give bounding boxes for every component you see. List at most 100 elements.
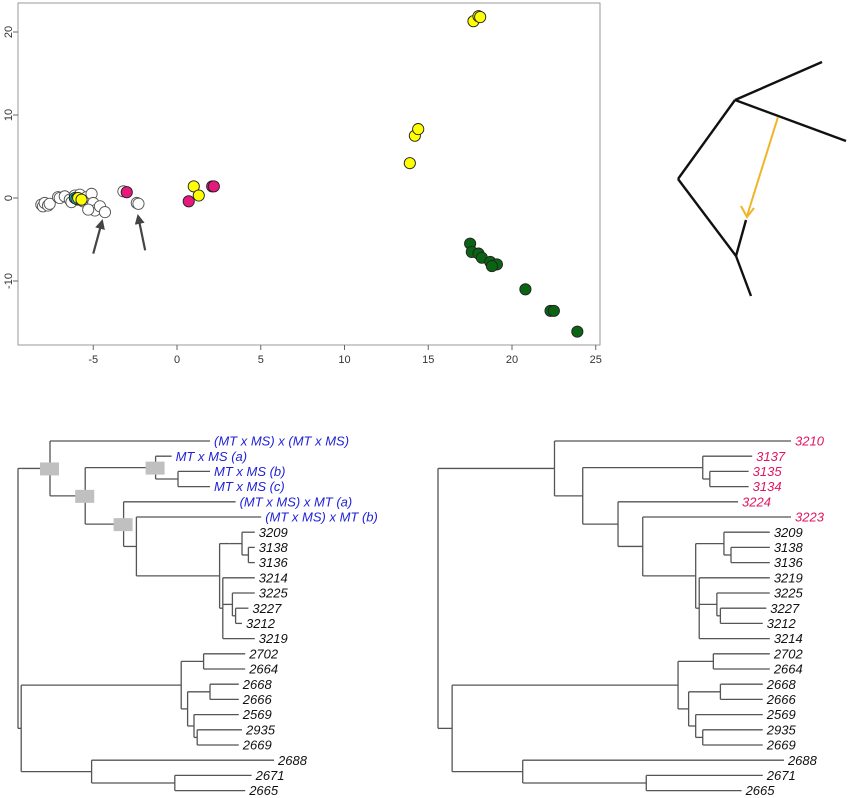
leaf-label: 3137 (756, 449, 786, 464)
leaf-label: 2688 (277, 753, 308, 768)
leaf-label: 3223 (795, 510, 825, 525)
diagram-segment-right (734, 98, 847, 143)
y-tick-label: 0 (3, 195, 15, 201)
diagram-arrow-shaft (746, 116, 779, 217)
diagram-segment-left-lower (677, 178, 737, 257)
leaf-label: 2935 (245, 722, 276, 737)
point-yellow (75, 193, 88, 206)
leaf-label: 3224 (742, 494, 771, 509)
annotations-layer (92, 214, 147, 254)
leaf-label: 2668 (766, 677, 797, 692)
points-layer (35, 10, 584, 338)
x-axis: -5 0 5 10 15 20 25 (88, 345, 602, 366)
leaf-label: (MT x MS) x MT (a) (240, 494, 353, 509)
x-tick-label: -5 (88, 354, 98, 366)
leaf-label: 3210 (795, 434, 825, 449)
x-tick-label: 0 (174, 354, 180, 366)
diagram-segment-upper-right (734, 60, 823, 102)
node-marker (75, 489, 95, 503)
point-green (547, 304, 560, 317)
leaf-label: 2666 (766, 692, 797, 707)
leaf-label: 2669 (242, 738, 272, 753)
leaf-label: 2702 (248, 646, 279, 661)
leaf-label: 2702 (773, 646, 804, 661)
leaf-label: 2569 (766, 707, 796, 722)
leaf-label: 2664 (248, 662, 278, 677)
y-tick-label: -10 (3, 273, 15, 289)
leaf-label: (MT x MS) x MT (b) (265, 510, 378, 525)
leaf-label: 3138 (774, 540, 804, 555)
diagram-segment-left-upper (677, 99, 736, 180)
leaf-label: 2664 (773, 662, 803, 677)
leaf-label: 3134 (753, 479, 782, 494)
point-yellow (474, 11, 487, 24)
leaf-label: 3136 (774, 555, 804, 570)
leaf-label: 2666 (242, 692, 273, 707)
leaf-label: 3219 (774, 570, 803, 585)
leaf-label: 3219 (259, 631, 288, 646)
leaf-label: 3136 (259, 555, 289, 570)
leaf-label: 3212 (767, 616, 797, 631)
leaf-label: 3209 (259, 525, 288, 540)
leaf-label: 3209 (774, 525, 803, 540)
point-yellow (403, 157, 416, 170)
diagram-segment-inner (734, 219, 748, 257)
leaf-label: 3135 (753, 464, 783, 479)
leaf-label: 2935 (766, 722, 797, 737)
leaf-label: 3138 (259, 540, 289, 555)
point-magenta (207, 180, 220, 193)
leaf-label: 3212 (246, 616, 276, 631)
scatter-plot: -5 0 5 10 15 20 25 -10 0 10 20 (3, 2, 602, 366)
point-white (82, 203, 95, 216)
annotation-arrow (134, 214, 147, 251)
x-tick-label: 15 (422, 354, 434, 366)
leaf-label: 2671 (255, 768, 285, 783)
point-green (485, 260, 498, 273)
point-yellow (412, 123, 425, 136)
leaf-label: 3214 (259, 570, 288, 585)
y-tick-label: 20 (3, 26, 15, 38)
leaf-label: 2671 (766, 768, 796, 783)
point-magenta (120, 186, 133, 199)
x-tick-label: 20 (506, 354, 518, 366)
point-white (43, 197, 56, 210)
point-green (519, 283, 532, 296)
diagram-segment-bottom (734, 255, 753, 297)
leaf-label: 2688 (787, 753, 818, 768)
point-white (98, 206, 112, 219)
y-tick-label: 10 (3, 109, 15, 121)
left-dendrogram: (MT x MS) x (MT x MS)MT x MS (a)MT x MS … (17, 434, 378, 798)
leaf-label: 2665 (248, 783, 279, 798)
leaf-label: 2665 (745, 783, 776, 798)
x-tick-label: 5 (258, 354, 264, 366)
diagram-arrow-head (740, 205, 755, 219)
node-marker (145, 461, 165, 475)
leaf-label: 2569 (242, 707, 272, 722)
node-marker (40, 462, 59, 476)
y-axis: -10 0 10 20 (3, 26, 18, 289)
leaf-label: 2668 (242, 677, 273, 692)
leaf-label: (MT x MS) x (MT x MS) (214, 434, 349, 449)
leaf-label: MT x MS (c) (214, 479, 285, 494)
leaf-label: 3225 (774, 586, 804, 601)
branch-diagram (677, 60, 847, 297)
x-tick-label: 10 (338, 354, 350, 366)
point-yellow (192, 189, 205, 202)
leaf-label: 3227 (252, 601, 282, 616)
annotation-arrow (92, 219, 105, 254)
x-tick-label: 25 (590, 354, 602, 366)
leaf-label: 3227 (770, 601, 800, 616)
leaf-label: 3214 (774, 631, 803, 646)
node-marker (113, 518, 133, 532)
point-yellow (187, 180, 200, 193)
leaf-label: 2669 (766, 738, 796, 753)
point-green (571, 325, 584, 338)
leaf-label: MT x MS (b) (214, 464, 286, 479)
plot-frame (17, 2, 601, 346)
leaf-label: MT x MS (a) (176, 449, 248, 464)
point-magenta (182, 195, 195, 208)
point-white (132, 197, 145, 210)
leaf-label: 3225 (259, 586, 289, 601)
